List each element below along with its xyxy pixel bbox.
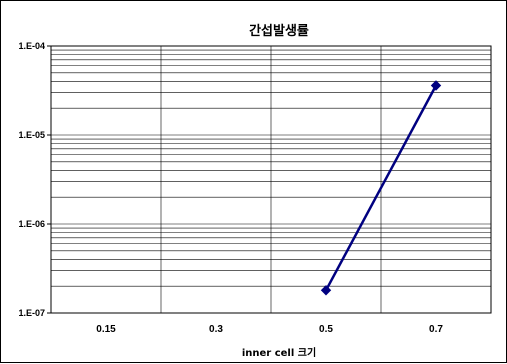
- x-tick-label: 0.15: [96, 324, 116, 335]
- series-line: [324, 84, 438, 291]
- x-tick-label: 0.5: [319, 324, 333, 335]
- x-tick-label: 0.3: [209, 324, 223, 335]
- plot-border: [50, 45, 492, 314]
- chart-title: 간섭발생률: [249, 23, 309, 39]
- y-tick-label: 1.E-06: [18, 219, 45, 229]
- x-axis-label: inner cell 크기: [242, 346, 316, 359]
- y-tick-label: 1.E-05: [18, 130, 45, 140]
- y-tick-label: 1.E-07: [18, 308, 45, 318]
- y-tick-label: 1.E-04: [18, 41, 45, 51]
- plot-area: 1.E-04 1.E-05 1.E-06 1.E-07 0.15 0.3 0.5 0.7: [18, 41, 492, 335]
- data-point-marker: [430, 80, 442, 91]
- x-tick-label: 0.7: [429, 324, 443, 335]
- data-point-marker: [320, 285, 332, 296]
